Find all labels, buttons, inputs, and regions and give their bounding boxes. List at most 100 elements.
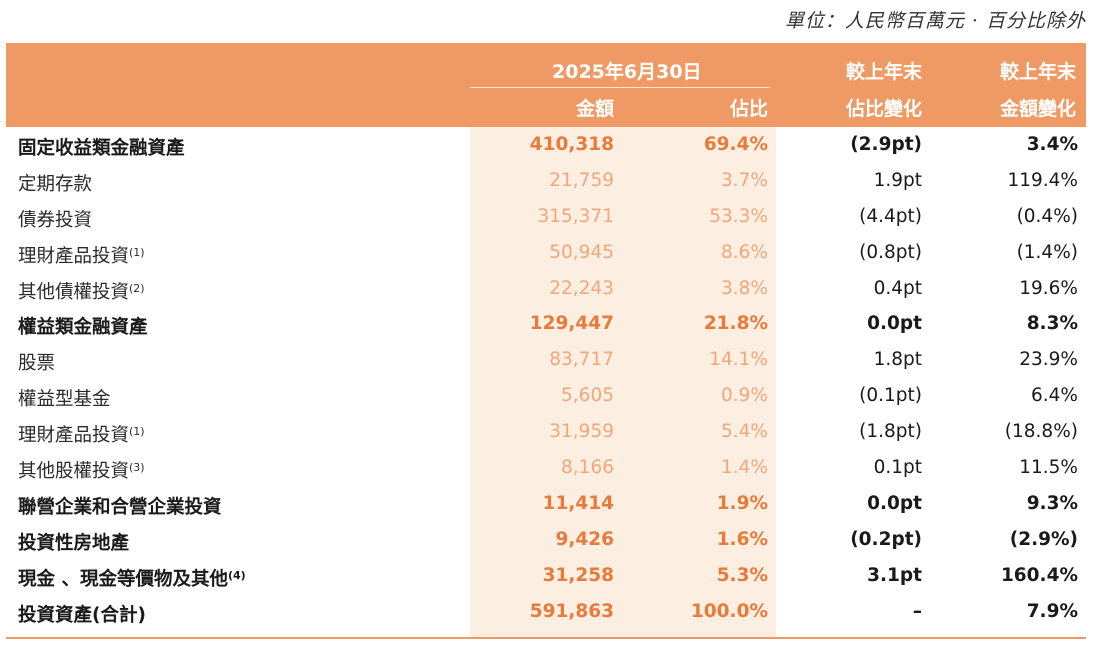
footnote-marker: (1) <box>129 425 145 439</box>
row-share-change: (0.2pt) <box>850 528 922 550</box>
row-label-group: 理財產品投資(1) <box>18 421 145 447</box>
table-row: 固定收益類金融資產 410,318 69.4% (2.9pt) 3.4% <box>6 127 1086 163</box>
table-row: 權益類金融資產 129,447 21.8% 0.0pt 8.3% <box>6 306 1086 342</box>
row-amount-change: 9.3% <box>1026 492 1078 514</box>
row-amount: 9,426 <box>555 528 614 550</box>
row-share-change: (1.8pt) <box>859 421 922 443</box>
row-amount-change: 160.4% <box>1000 564 1078 586</box>
row-label-group: 其他股權投資(3) <box>18 457 145 483</box>
row-label: 固定收益類金融資產 <box>18 138 185 159</box>
row-label: 定期存款 <box>18 173 93 195</box>
row-amount: 31,959 <box>549 421 614 443</box>
row-amount: 129,447 <box>529 313 614 335</box>
row-share-change: 1.8pt <box>873 349 922 371</box>
row-share-change: 0.0pt <box>867 313 922 335</box>
row-amount: 21,759 <box>549 169 614 191</box>
row-share-change: 1.9pt <box>873 169 922 191</box>
row-share-change: 3.1pt <box>867 564 922 586</box>
table-body: 固定收益類金融資產 410,318 69.4% (2.9pt) 3.4% 定期存款 21,7… <box>6 127 1086 637</box>
table-row: 定期存款 21,759 3.7% 1.9pt 119.4% <box>6 163 1086 199</box>
row-share-change: 0.4pt <box>873 277 922 299</box>
header-share-change-line2: 佔比變化 <box>845 98 922 120</box>
row-amount: 5,605 <box>561 385 614 407</box>
table-header: 2025年6月30日 金額 佔比 較上年末 佔比變化 較上年末 金額變化 <box>6 43 1086 127</box>
row-share: 69.4% <box>703 134 768 155</box>
footnote-marker: (4) <box>227 568 246 582</box>
row-label: 其他債權投資 <box>18 281 130 303</box>
row-share: 1.9% <box>716 492 768 514</box>
row-share: 100.0% <box>690 600 768 622</box>
table-row: 理財產品投資(1) 31,959 5.4% (1.8pt) (18.8%) <box>6 414 1086 450</box>
row-amount: 8,166 <box>561 457 614 479</box>
table-row: 其他債權投資(2) 22,243 3.8% 0.4pt 19.6% <box>6 271 1086 307</box>
row-share: 5.4% <box>721 421 768 443</box>
row-label: 股票 <box>18 353 56 375</box>
row-share: 3.8% <box>721 277 768 299</box>
row-label: 債券投資 <box>18 209 93 231</box>
row-share: 53.3% <box>709 205 768 227</box>
row-amount-change: 6.4% <box>1031 385 1078 407</box>
row-share: 1.6% <box>716 528 768 550</box>
row-share: 21.8% <box>703 313 768 335</box>
header-amount: 金額 <box>575 98 614 120</box>
row-amount-change: 19.6% <box>1019 277 1078 299</box>
row-amount: 11,414 <box>542 492 614 514</box>
row-share-change: – <box>912 600 922 622</box>
row-share-change: (0.8pt) <box>859 241 922 263</box>
row-share: 14.1% <box>709 349 768 371</box>
header-amount-change-line2: 金額變化 <box>999 98 1076 120</box>
unit-note: 單位：人民幣百萬元 · 百分比除外 <box>784 10 1086 32</box>
row-amount-change: 7.9% <box>1026 600 1078 622</box>
row-share: 8.6% <box>721 241 768 263</box>
row-label: 理財產品投資 <box>18 245 130 267</box>
row-label: 現金 、現金等價物及其他 <box>18 568 228 590</box>
row-amount: 83,717 <box>549 349 614 371</box>
row-amount-change: 23.9% <box>1019 349 1078 371</box>
table-row: 理財產品投資(1) 50,945 8.6% (0.8pt) (1.4%) <box>6 235 1086 271</box>
row-label: 聯營企業和合營企業投資 <box>18 496 222 518</box>
row-amount-change: (0.4%) <box>1016 205 1078 227</box>
row-amount-change: 8.3% <box>1026 313 1078 335</box>
row-amount-change: (1.4%) <box>1016 241 1078 263</box>
table-row: 其他股權投資(3) 8,166 1.4% 0.1pt 11.5% <box>6 450 1086 486</box>
row-amount-change: (18.8%) <box>1004 421 1078 443</box>
row-amount: 50,945 <box>549 241 614 263</box>
table-row: 投資性房地產 9,426 1.6% (0.2pt) (2.9%) <box>6 522 1086 558</box>
row-amount: 410,318 <box>529 134 614 155</box>
row-share: 3.7% <box>721 169 768 191</box>
row-share: 1.4% <box>721 457 768 479</box>
row-label: 投資資產(合計) <box>18 604 146 626</box>
header-amount-change-line1: 較上年末 <box>999 61 1076 83</box>
table-row: 聯營企業和合營企業投資 11,414 1.9% 0.0pt 9.3% <box>6 486 1086 522</box>
row-share: 5.3% <box>716 564 768 586</box>
row-label-group: 其他債權投資(2) <box>18 278 145 304</box>
row-amount-change: 11.5% <box>1019 457 1078 479</box>
footnote-marker: (1) <box>129 245 145 259</box>
header-share: 佔比 <box>729 98 768 120</box>
header-date-underline <box>470 87 770 88</box>
row-amount-change: 119.4% <box>1007 169 1078 191</box>
row-amount: 31,258 <box>542 564 614 586</box>
row-amount-change: 3.4% <box>1026 134 1078 155</box>
table-row: 股票 83,717 14.1% 1.8pt 23.9% <box>6 342 1086 378</box>
row-label: 權益型基金 <box>18 389 111 411</box>
row-label: 權益類金融資產 <box>18 317 148 339</box>
row-share-change: 0.0pt <box>867 492 922 514</box>
current-period-shading <box>470 127 776 637</box>
table-row: 債券投資 315,371 53.3% (4.4pt) (0.4%) <box>6 199 1086 235</box>
row-amount: 591,863 <box>529 600 614 622</box>
row-share: 0.9% <box>721 385 768 407</box>
row-amount: 315,371 <box>537 205 614 227</box>
row-share-change: (4.4pt) <box>859 205 922 227</box>
row-label-group: 理財產品投資(1) <box>18 242 145 268</box>
row-label: 投資性房地產 <box>18 532 130 554</box>
table-row: 權益型基金 5,605 0.9% (0.1pt) 6.4% <box>6 378 1086 414</box>
investment-assets-table: 2025年6月30日 金額 佔比 較上年末 佔比變化 較上年末 金額變化 固定收… <box>6 43 1086 637</box>
footnote-marker: (2) <box>129 281 145 295</box>
header-share-change-line1: 較上年末 <box>845 61 922 83</box>
table-row: 現金 、現金等價物及其他(4) 31,258 5.3% 3.1pt 160.4% <box>6 558 1086 594</box>
table-bottom-rule <box>6 637 1086 639</box>
footnote-marker: (3) <box>129 461 145 475</box>
row-label-group: 現金 、現金等價物及其他(4) <box>18 565 246 591</box>
header-date: 2025年6月30日 <box>552 61 702 83</box>
